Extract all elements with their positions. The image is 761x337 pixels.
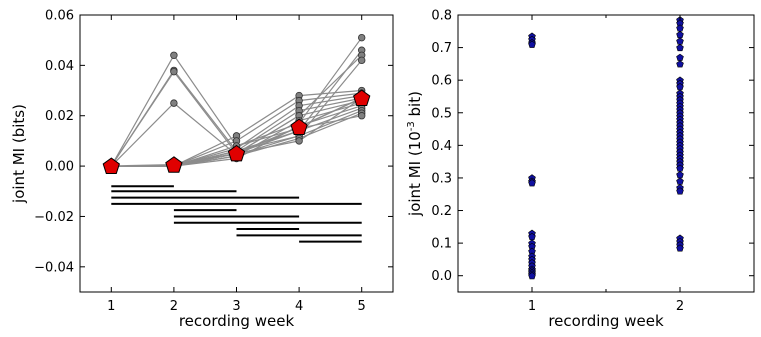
series-point xyxy=(358,33,366,42)
y-tick-label: 0.00 xyxy=(45,160,74,175)
left-plot-frame xyxy=(79,14,394,293)
right-y-label-main: joint MI (10 xyxy=(406,131,424,217)
y-tick-label: 0.0 xyxy=(431,269,452,284)
y-tick-label: 0.2 xyxy=(431,204,452,219)
x-tick-label: 2 xyxy=(170,299,178,314)
y-tick-label: 0.8 xyxy=(431,9,452,24)
scatter-point xyxy=(676,30,684,39)
left-panel: 1 2 3 4 5 −0.04 −0.02 0.00 0.02 0.04 0.06 recordin… xyxy=(10,9,394,330)
scatter-point xyxy=(676,177,684,185)
y-tick-label: 0.5 xyxy=(431,106,452,121)
right-ticks: 1 2 0.0 0.1 0.2 0.3 0.4 0.5 0.6 0.7 0.8 xyxy=(431,9,755,314)
right-scatter-points xyxy=(528,16,684,280)
scatter-point xyxy=(676,53,684,61)
series-point xyxy=(295,137,303,145)
scatter-point xyxy=(676,43,684,52)
left-ticks: 1 2 3 4 5 −0.04 −0.02 0.00 0.02 0.04 0.06 xyxy=(34,9,393,314)
scatter-point xyxy=(528,179,536,187)
right-y-axis-label: joint MI (10-3 bit) xyxy=(406,91,424,217)
x-tick-label: 5 xyxy=(358,299,366,314)
x-tick-label: 3 xyxy=(232,299,240,314)
right-plot-frame xyxy=(457,14,755,293)
mean-marker xyxy=(353,89,371,106)
scatter-point xyxy=(676,60,684,68)
mean-marker xyxy=(290,118,308,135)
x-tick-label: 1 xyxy=(528,299,536,314)
y-tick-label: −0.02 xyxy=(34,210,74,225)
mean-marker xyxy=(165,156,183,173)
y-tick-label: 0.6 xyxy=(431,74,452,89)
y-tick-label: 0.4 xyxy=(431,139,452,154)
mean-marker xyxy=(102,157,120,174)
right-x-axis-label: recording week xyxy=(548,312,664,330)
y-tick-label: 0.04 xyxy=(45,59,74,74)
mean-series xyxy=(102,89,371,174)
series-point xyxy=(358,112,366,120)
scatter-point xyxy=(528,272,536,280)
scatter-point xyxy=(676,244,684,252)
y-tick-label: 0.1 xyxy=(431,237,452,252)
series-point xyxy=(170,99,178,107)
scatter-point xyxy=(676,171,684,179)
y-tick-label: 0.02 xyxy=(45,109,74,124)
right-y-label-sup: -3 xyxy=(406,121,417,131)
x-tick-label: 2 xyxy=(676,299,684,314)
y-tick-label: 0.06 xyxy=(45,9,74,24)
mean-marker xyxy=(227,144,246,162)
left-y-axis-label: joint MI (bits) xyxy=(10,104,28,204)
right-y-label-end: bit) xyxy=(406,91,424,121)
scatter-point xyxy=(676,37,684,45)
y-tick-label: 0.3 xyxy=(431,171,452,186)
x-tick-label: 1 xyxy=(107,299,115,314)
series-point xyxy=(358,56,366,65)
scatter-point xyxy=(676,187,684,195)
right-panel: 1 2 0.0 0.1 0.2 0.3 0.4 0.5 0.6 0.7 0.8 recording … xyxy=(406,9,755,330)
y-tick-label: −0.04 xyxy=(34,260,74,275)
scatter-point xyxy=(528,40,536,48)
x-tick-label: 4 xyxy=(295,299,303,314)
left-x-axis-label: recording week xyxy=(179,312,295,330)
y-tick-label: 0.7 xyxy=(431,41,452,56)
significance-bars xyxy=(111,185,362,243)
series-point xyxy=(170,67,178,76)
series-point xyxy=(170,51,178,59)
